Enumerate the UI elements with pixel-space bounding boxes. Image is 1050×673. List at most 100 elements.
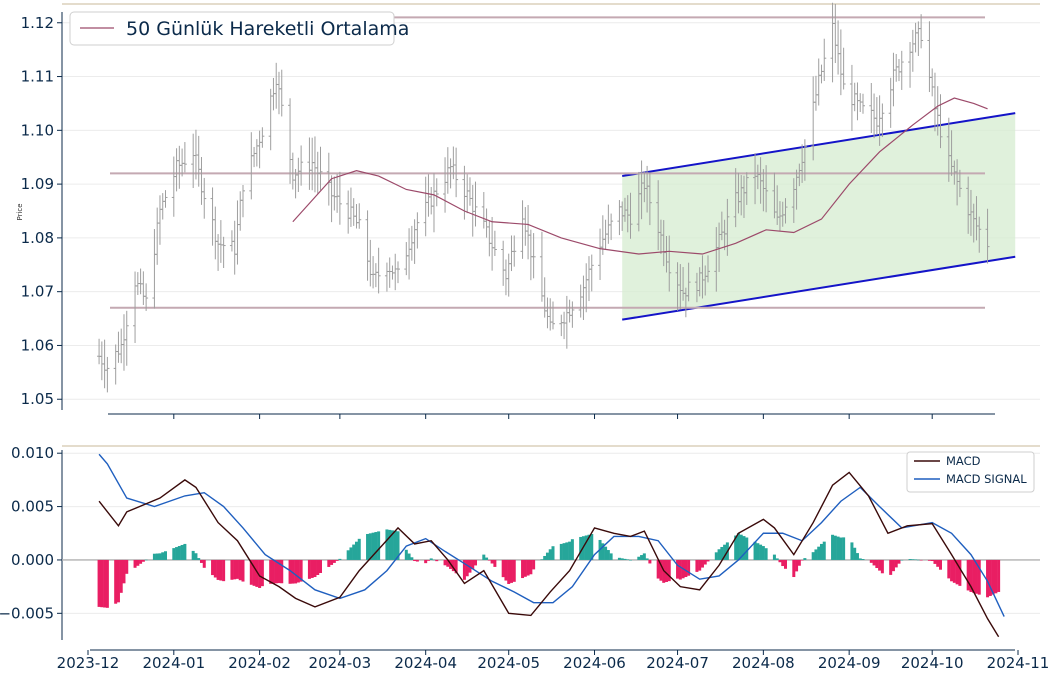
macd-histogram-bar (526, 559, 530, 576)
ohlc-bar (434, 178, 439, 207)
macd-histogram-bar (100, 559, 104, 608)
macd-histogram-bar (136, 559, 140, 566)
ohlc-bar (985, 208, 990, 264)
ohlc-bar (423, 176, 428, 237)
ohlc-bar (121, 314, 126, 371)
ohlc-bar (105, 356, 110, 393)
ohlc-bar (326, 152, 331, 206)
macd-histogram-bar (817, 546, 821, 560)
macd-histogram-bar (211, 559, 215, 576)
ohlc-bar (888, 77, 893, 128)
macd-histogram-bar (296, 559, 300, 583)
ohlc-bar (910, 29, 915, 72)
ohlc-bar (252, 146, 257, 168)
macd-histogram-bar (194, 553, 198, 560)
ohlc-bar (393, 253, 398, 291)
legend-signal-label: MACD SIGNAL (946, 472, 1027, 486)
macd-histogram-bar (969, 559, 973, 592)
ohlc-bar (523, 207, 528, 246)
ohlc-bar (332, 176, 337, 211)
ohlc-bar (545, 297, 550, 329)
price-y-tick-label: 1.09 (21, 175, 54, 193)
macd-histogram-bar (199, 559, 203, 563)
macd-histogram-bar (717, 549, 721, 560)
macd-histogram-bar (623, 558, 627, 560)
ohlc-bar (318, 146, 323, 191)
macd-histogram-bar (991, 559, 995, 595)
macd-histogram-bar (144, 559, 148, 561)
ohlc-bar (813, 75, 818, 111)
macd-histogram-bar (994, 559, 998, 594)
macd-histogram-bar (213, 559, 217, 578)
macd-histogram-bar (736, 533, 740, 560)
macd-histogram-bar (795, 559, 799, 572)
ohlc-bar (869, 82, 874, 134)
ohlc-bar (559, 314, 564, 337)
macd-histogram-bar (338, 558, 342, 560)
macd-histogram-bar (698, 559, 702, 571)
macd-histogram-bar (833, 535, 837, 560)
macd-histogram-bar (850, 542, 854, 560)
price-y-tick-label: 1.08 (21, 229, 54, 247)
macd-histogram-bar (739, 534, 743, 560)
macd-histogram-bar (916, 559, 920, 561)
macd-histogram-bar (388, 529, 392, 560)
ohlc-bar (152, 229, 157, 309)
macd-histogram-bar (158, 553, 162, 560)
ohlc-bar (429, 186, 434, 215)
ohlc-bar (470, 184, 475, 237)
price-x-ticks (173, 414, 933, 419)
ohlc-bar (174, 148, 179, 192)
macd-histogram-bar (407, 553, 411, 560)
ohlc-bar (908, 42, 913, 88)
ohlc-bar (454, 147, 459, 198)
x-tick-label: 2024-01 (142, 654, 205, 672)
x-tick-label: 2024-08 (732, 654, 795, 672)
ohlc-bar (249, 132, 254, 200)
macd-histogram-bar (606, 550, 610, 560)
macd-histogram-bar (316, 559, 320, 576)
macd-histogram-bar (435, 559, 439, 562)
macd-histogram-bar (97, 559, 101, 607)
ohlc-bar (531, 233, 536, 279)
ohlc-bar (337, 171, 342, 225)
macd-histogram-bar (540, 559, 544, 560)
ohlc-bar (155, 207, 160, 265)
ohlc-bar (894, 53, 899, 82)
x-tick-label: 2024-05 (477, 654, 540, 672)
ohlc-bar (271, 77, 276, 111)
ohlc-bar (99, 341, 104, 381)
ohlc-bar (371, 256, 376, 289)
ohlc-bar (276, 71, 281, 115)
macd-histogram-bar (831, 534, 835, 560)
macd-histogram-bar (858, 558, 862, 560)
macd-histogram-bar (252, 559, 256, 586)
macd-histogram-bar (950, 559, 954, 582)
macd-histogram-bar (897, 559, 901, 564)
macd-histogram-bar (474, 559, 477, 566)
macd-histogram-bar (889, 559, 893, 575)
macd-histogram-bar (490, 559, 494, 564)
macd-histogram-bar (161, 552, 165, 560)
macd-histogram-bar (803, 558, 807, 560)
macd-histogram-bar (764, 548, 768, 560)
macd-histogram-bar (446, 559, 450, 567)
macd-histogram-bar (307, 559, 311, 579)
ohlc-bar (335, 173, 340, 213)
ohlc-bar (373, 263, 378, 288)
macd-histogram-bar (371, 532, 375, 560)
legend-sma-label: 50 Günlük Hareketli Ortalama (126, 18, 409, 40)
ohlc-bar (365, 210, 370, 281)
ohlc-bar (919, 14, 924, 49)
macd-histogram-bar (891, 559, 895, 572)
ohlc-bar (542, 277, 547, 318)
ohlc-bar (628, 192, 633, 239)
macd-histogram-bar (642, 553, 646, 560)
ohlc-bar (567, 299, 572, 323)
ohlc-bar (415, 212, 420, 249)
ohlc-bar (861, 93, 865, 114)
ohlc-bar (254, 139, 259, 167)
ohlc-bar (581, 275, 586, 320)
macd-histogram-bar (393, 530, 397, 560)
ohlc-bar (816, 58, 821, 106)
